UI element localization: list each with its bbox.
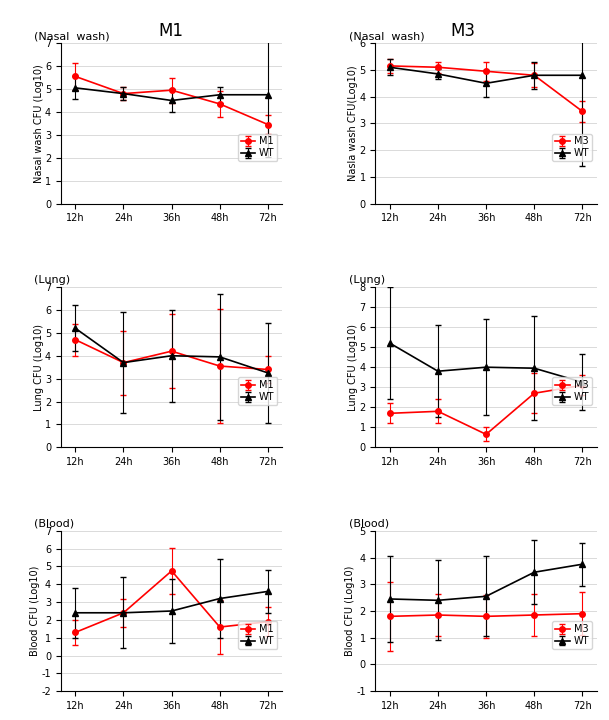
Y-axis label: Lung CFU (Log10): Lung CFU (Log10) bbox=[348, 324, 358, 410]
Y-axis label: Nasla wash CFU(Log10): Nasla wash CFU(Log10) bbox=[348, 66, 358, 181]
Y-axis label: Nasal wash CFU (Log10): Nasal wash CFU (Log10) bbox=[33, 64, 43, 183]
Text: M1: M1 bbox=[158, 22, 183, 40]
Text: (Blood): (Blood) bbox=[349, 518, 389, 528]
Text: (Nasal  wash): (Nasal wash) bbox=[349, 31, 424, 41]
Legend: M1, WT: M1, WT bbox=[238, 377, 278, 405]
Text: (Lung): (Lung) bbox=[34, 275, 71, 285]
Legend: M1, WT: M1, WT bbox=[238, 134, 278, 161]
Y-axis label: Blood CFU (Log10): Blood CFU (Log10) bbox=[345, 566, 354, 656]
Text: (Lung): (Lung) bbox=[349, 275, 385, 285]
Legend: M3, WT: M3, WT bbox=[552, 621, 592, 649]
Legend: M1, WT: M1, WT bbox=[238, 621, 278, 649]
Legend: M3, WT: M3, WT bbox=[552, 134, 592, 161]
Y-axis label: Lung CFU (Log10): Lung CFU (Log10) bbox=[33, 324, 43, 410]
Text: (Nasal  wash): (Nasal wash) bbox=[34, 31, 110, 41]
Y-axis label: Blood CFU (Log10): Blood CFU (Log10) bbox=[30, 566, 40, 656]
Legend: M3, WT: M3, WT bbox=[552, 377, 592, 405]
Text: M3: M3 bbox=[450, 22, 476, 40]
Text: (Blood): (Blood) bbox=[34, 518, 74, 528]
